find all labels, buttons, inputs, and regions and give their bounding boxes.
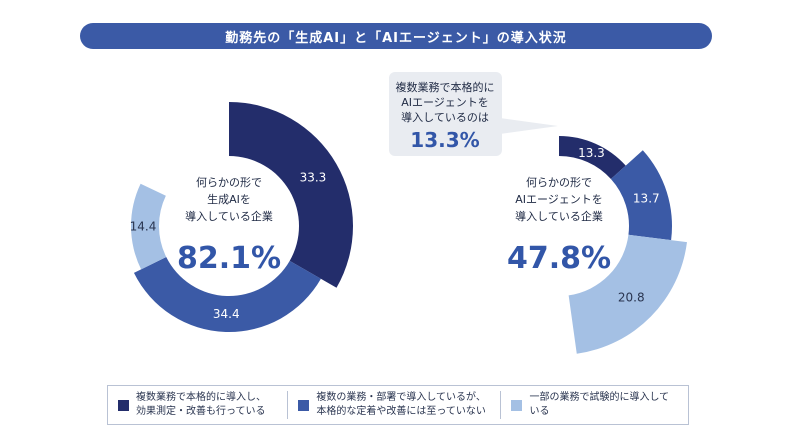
slice-dark xyxy=(559,136,626,180)
legend-label-dark-1: 複数業務で本格的に導入し、 xyxy=(136,392,266,403)
slice-label-dark: 33.3 xyxy=(300,170,327,184)
slice-label-light: 14.4 xyxy=(130,220,157,234)
callout-value: 13.3% xyxy=(410,128,479,152)
legend-label-mid-1: 複数の業務・部署で導入しているが、 xyxy=(316,392,486,403)
legend-swatch-mid xyxy=(298,399,310,411)
slice-light xyxy=(568,234,687,354)
callout-pointer xyxy=(500,118,558,134)
center-label-line: AIエージェントを xyxy=(515,193,603,206)
legend-label-dark-2: 効果測定・改善も行っている xyxy=(136,406,266,417)
callout-line: AIエージェントを xyxy=(401,96,489,109)
slice-light xyxy=(131,183,167,270)
slice-label-light: 20.8 xyxy=(618,290,645,304)
slice-label-mid: 13.7 xyxy=(633,192,660,206)
callout-box xyxy=(389,72,502,156)
slice-mid xyxy=(610,150,673,241)
center-label-line: 何らかの形で xyxy=(526,176,592,189)
legend-item-mid: 複数の業務・部署で導入しているが、 本格的な定着や改善には至っていない xyxy=(287,391,500,419)
center-label-line: 導入している企業 xyxy=(515,209,603,223)
callout-line: 導入しているのは xyxy=(401,110,489,124)
legend-swatch-dark xyxy=(118,399,129,411)
callout-line: 複数業務で本格的に xyxy=(396,80,495,94)
legend-item-light: 一部の業務で試験的に導入している xyxy=(500,391,688,419)
slice-dark xyxy=(229,102,353,288)
legend-label-light-1: 一部の業務で試験的に導入している xyxy=(529,392,670,417)
legend-item-dark: 複数業務で本格的に導入し、 効果測定・改善も行っている xyxy=(108,391,287,419)
center-value: 82.1% xyxy=(177,241,281,276)
legend-swatch-light xyxy=(511,399,523,411)
legend: 複数業務で本格的に導入し、 効果測定・改善も行っている 複数の業務・部署で導入し… xyxy=(107,385,689,425)
slice-label-dark: 13.3 xyxy=(578,146,605,160)
center-label-line: 何らかの形で xyxy=(196,176,262,189)
center-label-line: 生成AIを xyxy=(207,192,251,206)
legend-label-mid-2: 本格的な定着や改善には至っていない xyxy=(316,406,486,417)
chart-title: 勤務先の「生成AI」と「AIエージェント」の導入状況 xyxy=(80,23,712,49)
center-value: 47.8% xyxy=(507,241,611,276)
center-label-line: 導入している企業 xyxy=(185,209,273,223)
slice-mid xyxy=(133,256,321,332)
slice-label-mid: 34.4 xyxy=(213,307,240,321)
